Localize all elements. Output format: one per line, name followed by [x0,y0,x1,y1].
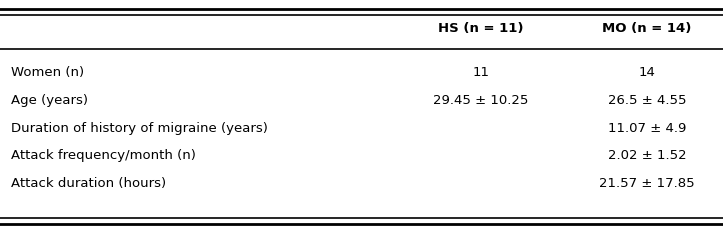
Text: Attack frequency/month (n): Attack frequency/month (n) [11,149,196,162]
Text: Duration of history of migraine (years): Duration of history of migraine (years) [11,122,268,135]
Text: 26.5 ± 4.55: 26.5 ± 4.55 [608,94,686,107]
Text: HS (n = 11): HS (n = 11) [438,22,523,35]
Text: 2.02 ± 1.52: 2.02 ± 1.52 [608,149,686,162]
Text: MO (n = 14): MO (n = 14) [602,22,692,35]
Text: Women (n): Women (n) [11,66,84,79]
Text: Age (years): Age (years) [11,94,88,107]
Text: 11: 11 [472,66,489,79]
Text: Attack duration (hours): Attack duration (hours) [11,177,166,190]
Text: 21.57 ± 17.85: 21.57 ± 17.85 [599,177,695,190]
Text: 14: 14 [638,66,656,79]
Text: 11.07 ± 4.9: 11.07 ± 4.9 [608,122,686,135]
Text: 29.45 ± 10.25: 29.45 ± 10.25 [433,94,529,107]
